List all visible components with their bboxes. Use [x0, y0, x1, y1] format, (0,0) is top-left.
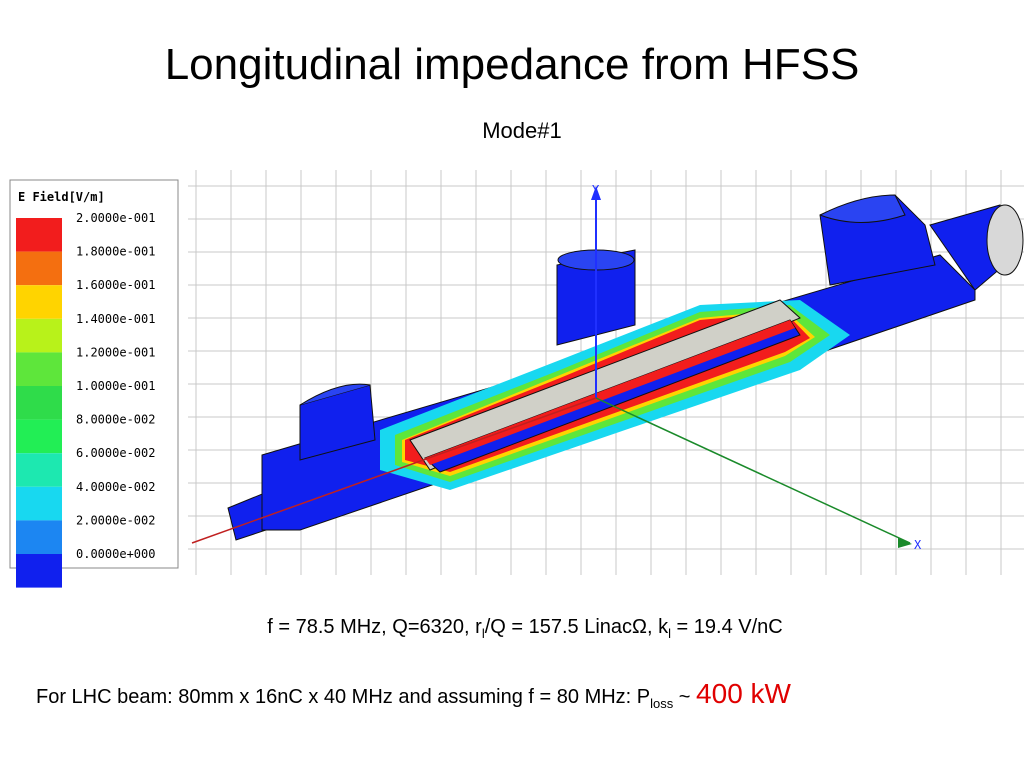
result-line: For LHC beam: 80mm x 16nC x 40 MHz and a… — [36, 678, 791, 711]
y-arrow — [591, 186, 601, 200]
legend-label: 1.6000e-001 — [76, 278, 155, 292]
legend-label: 1.0000e-001 — [76, 379, 155, 393]
subscript: loss — [650, 696, 674, 711]
x-arrow — [898, 538, 912, 548]
legend-label: 1.2000e-001 — [76, 345, 155, 359]
legend-swatch — [16, 520, 62, 554]
legend-label: 1.4000e-001 — [76, 312, 155, 326]
figure: Y X E Field[V/m] 2.0000e-001 1.8000e-001 1… — [9, 170, 1024, 588]
legend-swatch — [16, 251, 62, 286]
legend-label: 4.0000e-002 — [76, 480, 155, 494]
y-axis-label: Y — [592, 183, 600, 197]
highlight: 400 kW — [696, 678, 791, 709]
legend-label: 1.8000e-001 — [76, 245, 155, 259]
text: f = 78.5 MHz, Q=6320, r — [267, 616, 482, 638]
z-axis — [191, 397, 597, 544]
legend-title: E Field[V/m] — [18, 190, 105, 204]
text: /Q = 157.5 LinacΩ, k — [484, 616, 669, 638]
legend: 2.0000e-001 1.8000e-001 1.6000e-001 1.4000e… — [16, 211, 155, 588]
legend-label: 0.0000e+000 — [76, 547, 155, 561]
legend-label: 2.0000e-002 — [76, 513, 155, 527]
text: For LHC beam: 80mm x 16nC x 40 MHz and a… — [36, 686, 651, 708]
legend-label: 8.0000e-002 — [76, 413, 155, 427]
legend-swatch — [16, 419, 62, 454]
subscript: l — [481, 626, 485, 641]
legend-swatch — [16, 386, 62, 420]
subtitle: Mode#1 — [482, 118, 562, 143]
x-axis-label: X — [914, 538, 922, 552]
text: ~ — [673, 686, 697, 708]
legend-swatch — [16, 453, 62, 487]
text: = 19.4 V/nC — [670, 616, 783, 638]
legend-swatch — [16, 285, 62, 319]
x-axis — [595, 397, 911, 544]
legend-swatch — [16, 352, 62, 386]
result-line: f = 78.5 MHz, Q=6320, rl/Q = 157.5 Linac… — [0, 616, 1024, 641]
legend-label: 2.0000e-001 — [76, 211, 155, 225]
legend-swatch — [16, 218, 62, 252]
legend-label: 6.0000e-002 — [76, 446, 155, 460]
legend-swatch — [16, 318, 62, 353]
subscript: l — [668, 626, 671, 641]
legend-swatch — [16, 486, 62, 521]
legend-swatch — [16, 554, 62, 588]
slide-title: Longitudinal impedance from HFSS — [164, 40, 860, 89]
cavity — [227, 194, 1024, 541]
